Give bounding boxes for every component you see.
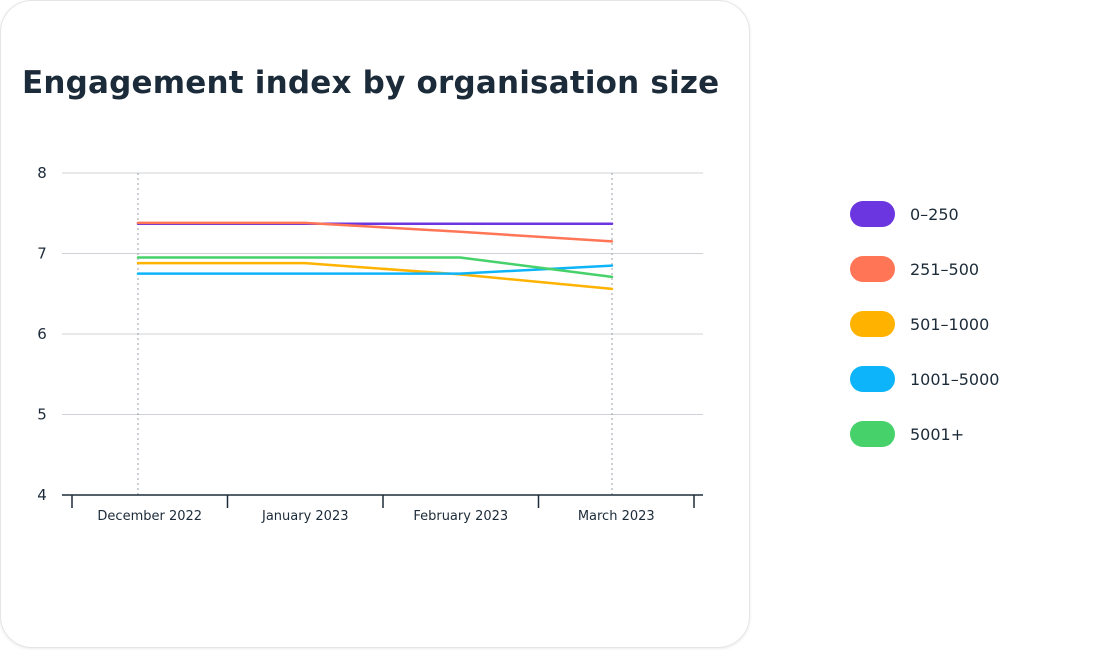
series-line (136, 221, 614, 243)
series-line (136, 264, 614, 275)
legend-item: 501–1000 (850, 310, 1090, 338)
legend-label: 501–1000 (910, 314, 990, 334)
legend-swatch (850, 201, 895, 227)
x-tick-label: January 2023 (261, 509, 349, 524)
y-tick-label: 5 (37, 406, 47, 424)
legend-label: 1001–5000 (910, 369, 1000, 389)
legend-item: 251–500 (850, 255, 1090, 283)
x-tick-label: December 2022 (97, 509, 202, 524)
line-chart: 4 5 6 7 8 December 2022 January 2023 February 2… (37, 164, 703, 524)
chart-legend: 0–250 251–500 501–1000 1001–5000 5001+ (850, 200, 1090, 475)
y-tick-label: 7 (37, 245, 47, 263)
y-tick-label: 8 (37, 164, 47, 182)
series-line (136, 256, 614, 279)
y-tick-label: 6 (37, 325, 47, 343)
legend-swatch (850, 311, 895, 337)
x-tick-label: February 2023 (413, 509, 508, 524)
legend-swatch (850, 366, 895, 392)
legend-swatch (850, 256, 895, 282)
chart-card: Engagement index by organisation size (0, 0, 750, 648)
legend-label: 251–500 (910, 259, 980, 279)
x-tick-label: March 2023 (578, 509, 655, 524)
chart-title: Engagement index by organisation size (22, 65, 720, 101)
legend-swatch (850, 421, 895, 447)
y-tick-label: 4 (37, 486, 47, 504)
series-line (136, 261, 614, 291)
legend-label: 5001+ (910, 424, 965, 444)
legend-item: 1001–5000 (850, 365, 1090, 393)
legend-label: 0–250 (910, 204, 959, 224)
legend-item: 0–250 (850, 200, 1090, 228)
legend-item: 5001+ (850, 420, 1090, 448)
